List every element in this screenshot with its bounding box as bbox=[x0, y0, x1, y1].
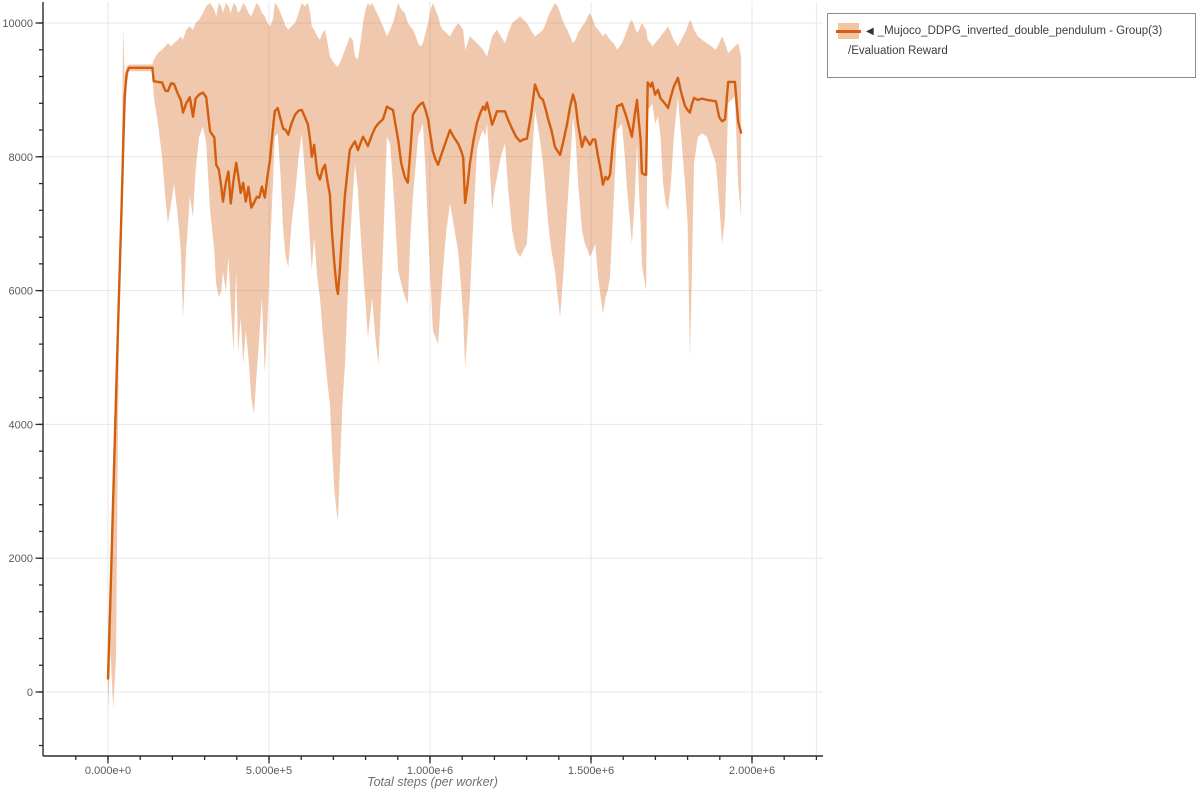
legend[interactable]: ◀ _Mujoco_DDPG_inverted_double_pendulum … bbox=[827, 13, 1196, 78]
legend-collapse-icon[interactable]: ◀ bbox=[866, 25, 874, 37]
tick-marks bbox=[35, 22, 818, 764]
x-tick-label: 1.000e+6 bbox=[407, 765, 453, 777]
tick-labels: 0.000e+0 5.000e+5 1.000e+6 1.500e+6 2.000e+6… bbox=[2, 18, 775, 777]
legend-entry[interactable]: ◀ _Mujoco_DDPG_inverted_double_pendulum … bbox=[836, 23, 1185, 39]
legend-swatch-icon bbox=[836, 23, 861, 39]
y-tick-label: 8000 bbox=[9, 152, 33, 164]
x-axis-title: Total steps (per worker) bbox=[367, 775, 498, 789]
x-tick-label: 0.000e+0 bbox=[85, 765, 131, 777]
x-tick-label: 1.500e+6 bbox=[568, 765, 614, 777]
legend-metric-label: /Evaluation Reward bbox=[848, 45, 948, 57]
gridlines bbox=[43, 2, 823, 756]
legend-swatch-line bbox=[836, 29, 861, 33]
y-tick-label: 6000 bbox=[9, 286, 33, 298]
reward-line bbox=[106, 66, 743, 680]
x-tick-label: 2.000e+6 bbox=[729, 765, 775, 777]
x-tick-label: 5.000e+5 bbox=[246, 765, 292, 777]
y-tick-label: 10000 bbox=[2, 18, 33, 30]
y-tick-label: 4000 bbox=[9, 419, 33, 431]
y-tick-label: 0 bbox=[27, 687, 33, 699]
legend-series-label: _Mujoco_DDPG_inverted_double_pendulum - … bbox=[877, 25, 1163, 37]
y-tick-label: 2000 bbox=[9, 553, 33, 565]
